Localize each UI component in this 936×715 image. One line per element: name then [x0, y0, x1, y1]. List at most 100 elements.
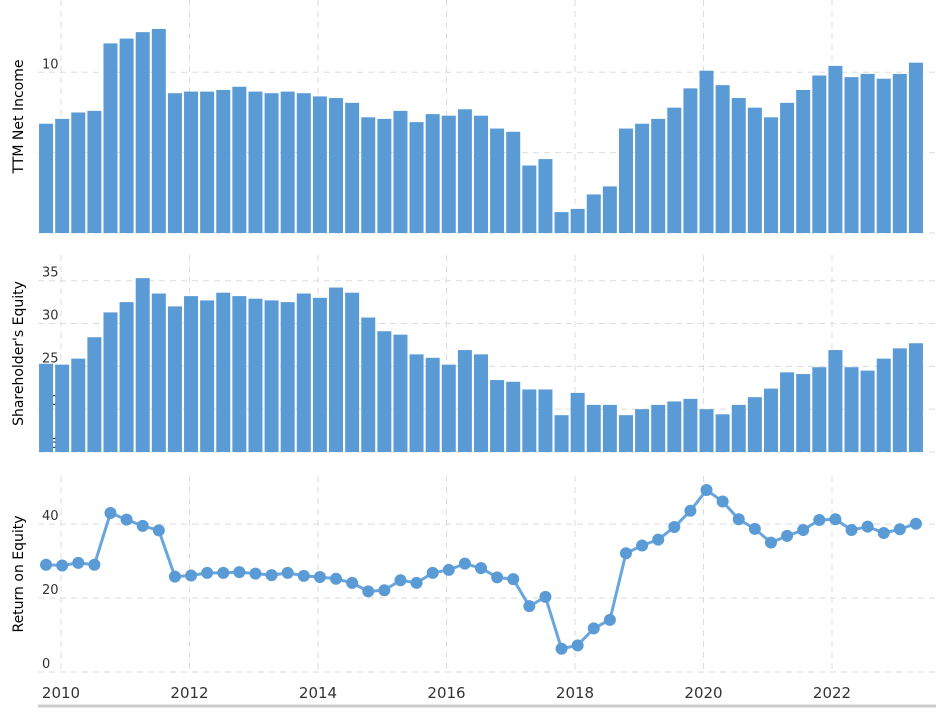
bar [506, 131, 521, 233]
bar [184, 296, 199, 452]
bar [780, 372, 795, 452]
bar [570, 392, 585, 452]
bar [506, 381, 521, 452]
bar [393, 334, 408, 452]
bar [892, 73, 907, 234]
bar [715, 85, 730, 233]
x-axis: 2010 2012 2014 2016 2018 2020 2022 [42, 684, 851, 702]
y-tick-label: 35 [42, 266, 59, 281]
roe-point [265, 569, 278, 582]
bar [651, 118, 666, 233]
bar [425, 114, 440, 233]
bar [409, 354, 424, 452]
x-tick-label: 2020 [684, 684, 722, 702]
bar [248, 91, 263, 233]
bar [763, 117, 778, 233]
chart-panel-1: 0510TTM Net Income [11, 0, 936, 234]
bar [377, 118, 392, 233]
bar [747, 397, 762, 452]
bar [87, 337, 102, 452]
roe-point [330, 572, 343, 585]
bar [683, 398, 698, 452]
roe-point [168, 570, 181, 583]
bar [167, 306, 182, 452]
bar [345, 292, 360, 452]
bar [457, 350, 472, 452]
roe-point [88, 558, 101, 571]
roe-point [475, 562, 487, 575]
bar [908, 343, 923, 452]
bar [635, 409, 650, 452]
bar [876, 358, 891, 452]
bar [151, 28, 166, 234]
y-tick-label: 0 [42, 657, 50, 672]
bar [522, 389, 537, 452]
bar [377, 331, 392, 452]
bar [618, 128, 633, 233]
bar [264, 93, 279, 233]
bar [441, 364, 456, 452]
roe-point [507, 573, 520, 586]
bar [731, 404, 746, 452]
bar [474, 115, 488, 233]
bar [554, 415, 569, 452]
bar [538, 389, 553, 452]
bar [103, 312, 118, 452]
bar [747, 107, 762, 233]
bar [860, 73, 875, 234]
bar [216, 89, 231, 233]
bar [232, 86, 247, 233]
bar [538, 159, 553, 233]
bar [908, 62, 923, 234]
bar [393, 110, 408, 233]
roe-point [523, 600, 536, 613]
roe-point [72, 556, 85, 569]
bar [135, 32, 150, 233]
roe-point [587, 622, 600, 635]
roe-point [442, 563, 455, 576]
y-tick-label: 25 [42, 351, 59, 366]
bar [280, 91, 295, 233]
bar [554, 212, 569, 233]
roe-point [619, 547, 632, 560]
roe-point [909, 517, 922, 530]
bar [490, 380, 505, 452]
roe-point [201, 566, 214, 579]
roe-point [716, 495, 729, 508]
roe-point [217, 566, 230, 579]
bar [651, 404, 666, 452]
bar [296, 293, 311, 452]
bar [441, 115, 456, 233]
roe-point [362, 585, 375, 598]
x-tick-label: 2014 [299, 684, 337, 702]
bar [602, 404, 617, 452]
chart-panels: 0510TTM Net Income 1520253035Shareholder'… [11, 0, 936, 673]
roe-point [748, 522, 761, 535]
x-tick-label: 2018 [556, 684, 594, 702]
bar [39, 123, 54, 233]
x-tick-label: 2012 [170, 684, 208, 702]
bar [828, 65, 843, 234]
roe-point [185, 569, 198, 582]
bar [329, 98, 344, 233]
bar [667, 401, 682, 452]
roe-point [120, 513, 133, 526]
bar [280, 302, 295, 452]
chart-panel-2: 1520253035Shareholder's Equity [11, 255, 936, 453]
bar [812, 367, 827, 452]
bar [699, 70, 714, 233]
bar [71, 112, 86, 233]
roe-point [410, 576, 423, 589]
roe-point [249, 567, 262, 580]
bar [618, 415, 633, 452]
bar [296, 93, 311, 233]
x-tick-label: 2022 [813, 684, 851, 702]
roe-point [136, 519, 149, 532]
roe-point [378, 584, 391, 597]
roe-point [781, 529, 794, 542]
bar [780, 102, 795, 234]
y-tick-label: 10 [42, 57, 59, 72]
bar [71, 358, 86, 452]
